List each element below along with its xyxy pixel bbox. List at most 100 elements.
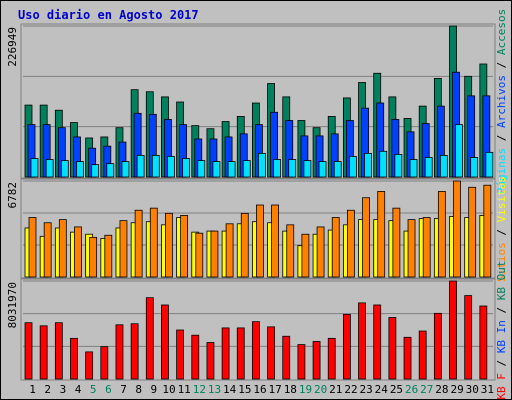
bar bbox=[409, 159, 418, 178]
bar bbox=[106, 163, 115, 178]
bar bbox=[149, 207, 158, 278]
x-tick-label: 26 bbox=[405, 383, 418, 396]
bar bbox=[151, 155, 160, 178]
bar bbox=[145, 297, 154, 380]
legend: Sitios / Visitas bbox=[495, 176, 508, 282]
bar bbox=[312, 341, 321, 380]
bar bbox=[464, 295, 473, 380]
bar bbox=[89, 236, 98, 278]
x-tick-label: 20 bbox=[314, 383, 327, 396]
bar bbox=[210, 230, 219, 278]
legend-separator: / bbox=[495, 300, 508, 320]
x-tick-label: 29 bbox=[450, 383, 463, 396]
bar bbox=[104, 234, 113, 278]
bar bbox=[342, 313, 351, 380]
bar bbox=[206, 342, 215, 380]
x-tick-label: 15 bbox=[238, 383, 251, 396]
x-tick-label: 3 bbox=[60, 383, 67, 396]
bar bbox=[115, 324, 124, 380]
bar bbox=[28, 217, 37, 278]
bar bbox=[134, 209, 143, 278]
bar bbox=[76, 161, 84, 178]
x-tick-label: 25 bbox=[390, 383, 403, 396]
bar bbox=[303, 160, 312, 178]
bar bbox=[267, 326, 275, 380]
bar bbox=[439, 155, 448, 178]
bar bbox=[180, 215, 189, 278]
bar bbox=[403, 336, 412, 380]
legend-item: KB Out bbox=[495, 260, 508, 300]
bar bbox=[316, 226, 325, 278]
x-tick-label: 30 bbox=[466, 383, 479, 396]
x-tick-label: 6 bbox=[105, 383, 112, 396]
bar bbox=[468, 186, 477, 278]
bar bbox=[256, 204, 264, 278]
bar bbox=[85, 351, 94, 380]
x-tick-label: 28 bbox=[435, 383, 448, 396]
bar bbox=[327, 337, 336, 380]
y-tick-label: 6782 bbox=[6, 182, 19, 209]
bar bbox=[136, 155, 145, 178]
bar bbox=[58, 219, 67, 278]
x-tick-label: 8 bbox=[135, 383, 142, 396]
x-tick-label: 16 bbox=[253, 383, 266, 396]
legend: Páginas / Archivos / Accesos bbox=[495, 9, 508, 194]
legend-separator: / bbox=[495, 353, 508, 373]
bar bbox=[331, 217, 340, 278]
bar bbox=[39, 325, 48, 380]
bar bbox=[422, 217, 431, 278]
bar bbox=[24, 322, 33, 380]
legend-item: Archivos bbox=[495, 75, 508, 128]
bar bbox=[297, 344, 306, 380]
bar bbox=[121, 161, 130, 178]
x-tick-label: 7 bbox=[120, 383, 127, 396]
bar bbox=[362, 197, 370, 278]
bar bbox=[470, 157, 479, 178]
bar bbox=[60, 160, 69, 178]
bar bbox=[30, 158, 39, 178]
bar bbox=[212, 161, 221, 178]
bar bbox=[221, 327, 230, 380]
legend-item: Visitas bbox=[495, 176, 508, 222]
legend-separator: / bbox=[495, 222, 508, 242]
bar bbox=[242, 160, 251, 178]
bar bbox=[91, 164, 100, 178]
bar bbox=[449, 280, 457, 380]
bar bbox=[70, 337, 78, 380]
bar bbox=[165, 212, 173, 278]
x-tick-label: 9 bbox=[151, 383, 158, 396]
bar bbox=[358, 302, 366, 380]
x-tick-label: 13 bbox=[208, 383, 221, 396]
x-tick-label: 24 bbox=[375, 383, 389, 396]
bar bbox=[130, 323, 139, 380]
bar bbox=[258, 152, 266, 178]
bar bbox=[182, 158, 191, 178]
bar bbox=[161, 304, 169, 380]
chart-title: Uso diario en Agosto 2017 bbox=[18, 8, 199, 22]
bar bbox=[437, 191, 446, 278]
bar bbox=[433, 312, 442, 380]
legend-item: KB F bbox=[495, 373, 508, 400]
x-tick-label: 4 bbox=[75, 383, 82, 396]
bar bbox=[483, 184, 492, 278]
y-tick-label: 226949 bbox=[6, 27, 19, 67]
x-tick-label: 19 bbox=[299, 383, 312, 396]
bar bbox=[424, 157, 433, 178]
x-tick-label: 2 bbox=[44, 383, 51, 396]
bar bbox=[348, 156, 357, 178]
bar bbox=[301, 233, 310, 278]
x-tick-label: 21 bbox=[329, 383, 342, 396]
x-tick-label: 10 bbox=[162, 383, 175, 396]
x-tick-label: 5 bbox=[90, 383, 97, 396]
bar bbox=[455, 124, 463, 178]
bar bbox=[227, 161, 236, 178]
bar bbox=[394, 153, 403, 178]
bar bbox=[388, 317, 397, 380]
legend: KB F / KB In / KB Out bbox=[495, 260, 508, 399]
bar bbox=[252, 321, 260, 380]
bar bbox=[346, 209, 355, 278]
x-tick-label: 11 bbox=[178, 383, 191, 396]
bar bbox=[119, 220, 128, 278]
legend-item: Páginas bbox=[495, 148, 508, 194]
